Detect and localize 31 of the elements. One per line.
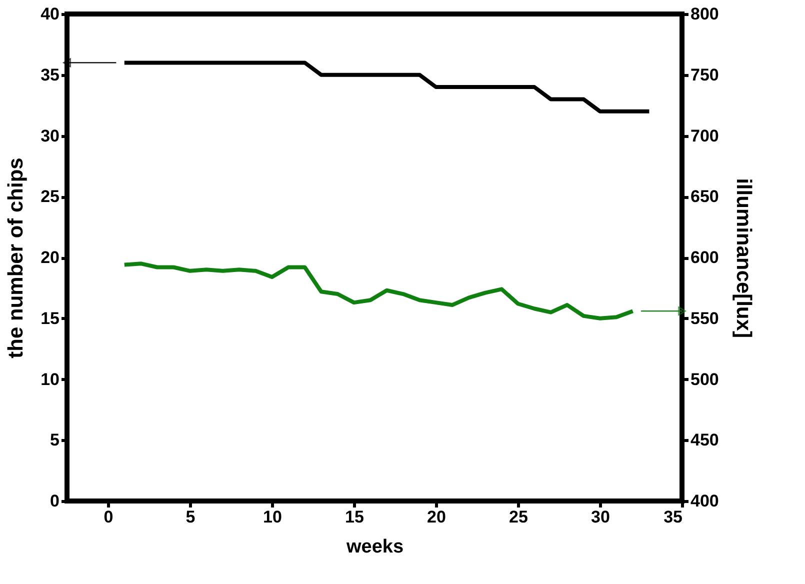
y-tick-label: 10 bbox=[40, 370, 60, 389]
x-axis-title: weeks bbox=[345, 536, 404, 558]
y2-tick-label: 450 bbox=[690, 430, 719, 450]
x-tick-label: 15 bbox=[345, 508, 364, 526]
x-tick-label: 25 bbox=[509, 508, 528, 526]
x-tick-label: 5 bbox=[186, 508, 196, 526]
y-axis-title: the number of chips bbox=[4, 158, 28, 358]
y-tick-label: 25 bbox=[40, 187, 60, 206]
x-tick-label: 0 bbox=[104, 508, 114, 526]
x-tick-label: 10 bbox=[263, 508, 282, 526]
y-tick-label: 35 bbox=[40, 65, 60, 84]
y2-tick-label: 500 bbox=[690, 370, 719, 389]
y2-tick-label: 650 bbox=[690, 187, 719, 206]
y-tick-label: 15 bbox=[40, 308, 60, 328]
y-tick-label: 40 bbox=[40, 4, 60, 24]
y-tick-label: 30 bbox=[40, 126, 60, 146]
y2-tick-label: 700 bbox=[690, 126, 719, 146]
y2-tick-label: 600 bbox=[690, 248, 719, 267]
y-tick-label: 20 bbox=[40, 248, 60, 267]
line-series bbox=[122, 60, 652, 114]
y2-tick-label: 750 bbox=[690, 65, 719, 84]
x-tick-label: 20 bbox=[427, 508, 446, 526]
y2-tick-label: 800 bbox=[690, 4, 719, 24]
y2-tick-label: 550 bbox=[690, 308, 719, 328]
y-tick-label: 0 bbox=[50, 492, 60, 510]
x-tick-label: 30 bbox=[591, 508, 610, 526]
y2-tick-label: 400 bbox=[690, 492, 719, 510]
y-tick-label: 5 bbox=[50, 430, 60, 450]
line-series bbox=[122, 262, 635, 320]
x-tick-label: 35 bbox=[664, 508, 682, 526]
y2-axis-title: illuminance[lux] bbox=[732, 178, 755, 338]
